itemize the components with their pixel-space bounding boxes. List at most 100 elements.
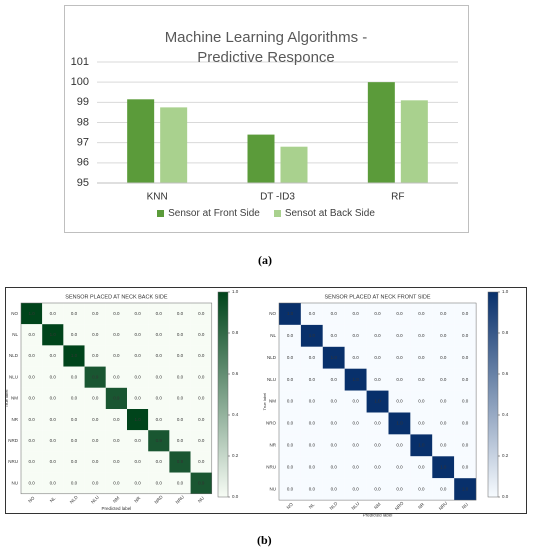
cell-label: 0.0: [177, 311, 184, 316]
row-label: NRU: [8, 459, 18, 464]
cell-label: 0.0: [374, 377, 381, 382]
heatmap-cell: [148, 409, 170, 431]
cell-label: 0.0: [71, 332, 78, 337]
heatmap-cell: [366, 456, 389, 479]
legend-swatch: [157, 210, 165, 217]
heatmap-cell: [127, 451, 149, 473]
heatmap-cell: [410, 412, 433, 435]
heatmap-cell: [454, 434, 477, 457]
cell-label: 0.0: [71, 311, 78, 316]
colorbar-tick-label: 0.8: [232, 330, 239, 335]
cell-label: 0.0: [309, 464, 316, 469]
legend: Sensor at Front Side Sensot at Back Side: [64, 208, 468, 219]
cell-label: 0.0: [134, 332, 141, 337]
cell-label: 0.0: [331, 311, 338, 316]
heatmap-cell: [105, 451, 127, 473]
cell-label: 0.0: [353, 421, 360, 426]
heatmap-cell: [148, 345, 170, 367]
row-label: NU: [12, 480, 19, 485]
column-label: NRD: [153, 494, 164, 505]
column-label: NR: [417, 501, 426, 510]
heatmap-cell: [279, 368, 301, 391]
y-tick-label: 99: [77, 96, 89, 108]
heatmap-cell: [432, 324, 455, 347]
heatmap-cell: [300, 303, 323, 325]
legend-label: Sensot at Back Side: [284, 208, 375, 219]
heatmap-cell: [21, 409, 43, 431]
heatmap-cell: [388, 456, 411, 479]
row-label: NRO: [266, 421, 276, 426]
y-axis-label: True label: [4, 389, 9, 407]
x-axis-label: Predicted label: [363, 512, 393, 517]
heatmap-cell: [169, 345, 191, 367]
heatmap-cell: [148, 451, 170, 473]
cell-label: 0.0: [418, 486, 425, 491]
heatmap-cell: [148, 430, 170, 452]
cell-label: 0.0: [396, 377, 403, 382]
cell-label: 1.0: [440, 464, 447, 469]
heatmap-cell: [388, 303, 411, 325]
heatmap-cell: [322, 346, 345, 369]
cell-label: 0.0: [134, 459, 141, 464]
cell-label: 0.0: [353, 443, 360, 448]
heatmap-cell: [105, 472, 127, 494]
cell-label: 0.0: [177, 396, 184, 401]
cell-label: 0.0: [134, 438, 141, 443]
heatmap-cell: [388, 478, 411, 501]
heatmap-cell: [169, 472, 191, 494]
bar: [400, 100, 428, 183]
cell-label: 0.0: [287, 486, 294, 491]
row-label: NL: [12, 332, 18, 337]
heatmap-cell: [279, 412, 301, 435]
heatmap-cell: [300, 368, 323, 391]
cell-label: 0.0: [353, 464, 360, 469]
cell-label: 0.0: [50, 438, 57, 443]
heatmap-cell: [42, 409, 64, 431]
cell-label: 0.0: [396, 399, 403, 404]
heatmap-cell: [366, 412, 389, 435]
heatmap-cell: [105, 430, 127, 452]
caption: (b): [257, 533, 272, 547]
row-label: NLU: [9, 374, 18, 379]
bar: [367, 82, 395, 183]
heatmap-cell: [190, 387, 212, 409]
colorbar-tick-label: 0.0: [232, 494, 239, 499]
heatmap-cell: [344, 412, 367, 435]
cell-label: 0.0: [177, 417, 184, 422]
heatmap-cell: [105, 345, 127, 367]
cell-label: 1.0: [28, 311, 35, 316]
cell-label: 0.0: [418, 355, 425, 360]
column-label: NR: [133, 495, 142, 504]
heatmap-cell: [366, 324, 389, 347]
cell-label: 0.0: [331, 333, 338, 338]
heatmap-cell: [388, 368, 411, 391]
cell-label: 0.0: [28, 374, 35, 379]
cell-label: 0.0: [28, 438, 35, 443]
heatmap-cell: [322, 412, 345, 435]
cell-label: 0.0: [462, 443, 469, 448]
cell-label: 0.0: [50, 417, 57, 422]
x-tick-label: KNN: [147, 192, 168, 203]
row-label: NRU: [266, 464, 276, 469]
heatmap-cell: [105, 409, 127, 431]
cell-label: 0.0: [177, 480, 184, 485]
heatmap-cell: [127, 430, 149, 452]
row-label: NR: [270, 443, 277, 448]
cell-label: 0.9: [156, 438, 163, 443]
cell-label: 0.0: [71, 374, 78, 379]
cell-label: 0.0: [440, 421, 447, 426]
cell-label: 0.9: [113, 396, 120, 401]
cell-label: 0.9: [198, 480, 205, 485]
cell-label: 0.0: [353, 333, 360, 338]
heatmap-cell: [366, 478, 389, 501]
chart-title: Machine Learning Algorithms - Predictive…: [164, 29, 368, 66]
heatmap-cell: [84, 345, 106, 367]
heatmap-cell: [21, 324, 43, 346]
row-label: NM: [11, 396, 18, 401]
heatmap-cell: [42, 366, 64, 388]
cell-label: 0.0: [156, 353, 163, 358]
cell-label: 0.0: [156, 396, 163, 401]
heatmap-cell: [410, 434, 433, 457]
heatmap-cell: [63, 345, 85, 367]
heatmap-cell: [42, 324, 64, 346]
